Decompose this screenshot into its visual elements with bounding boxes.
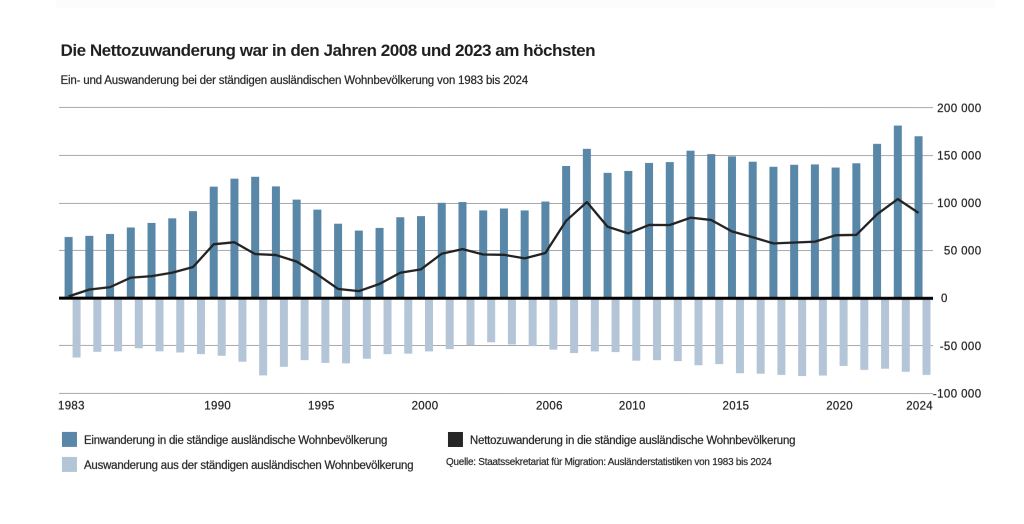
svg-text:-50 000: -50 000 <box>940 341 982 353</box>
svg-text:0: 0 <box>941 293 948 305</box>
svg-text:2006: 2006 <box>536 401 563 413</box>
svg-text:2000: 2000 <box>412 400 439 412</box>
svg-text:2010: 2010 <box>619 401 646 413</box>
svg-text:150 000: 150 000 <box>937 150 981 162</box>
svg-text:2020: 2020 <box>826 401 853 413</box>
svg-text:200 000: 200 000 <box>937 103 981 115</box>
svg-text:1995: 1995 <box>308 400 335 412</box>
svg-text:2024: 2024 <box>906 401 933 413</box>
svg-text:1983: 1983 <box>58 400 85 412</box>
svg-text:1990: 1990 <box>204 400 231 412</box>
svg-text:-100 000: -100 000 <box>933 388 982 400</box>
svg-text:2015: 2015 <box>723 401 750 413</box>
svg-text:50 000: 50 000 <box>944 246 982 258</box>
svg-text:100 000: 100 000 <box>937 198 981 210</box>
